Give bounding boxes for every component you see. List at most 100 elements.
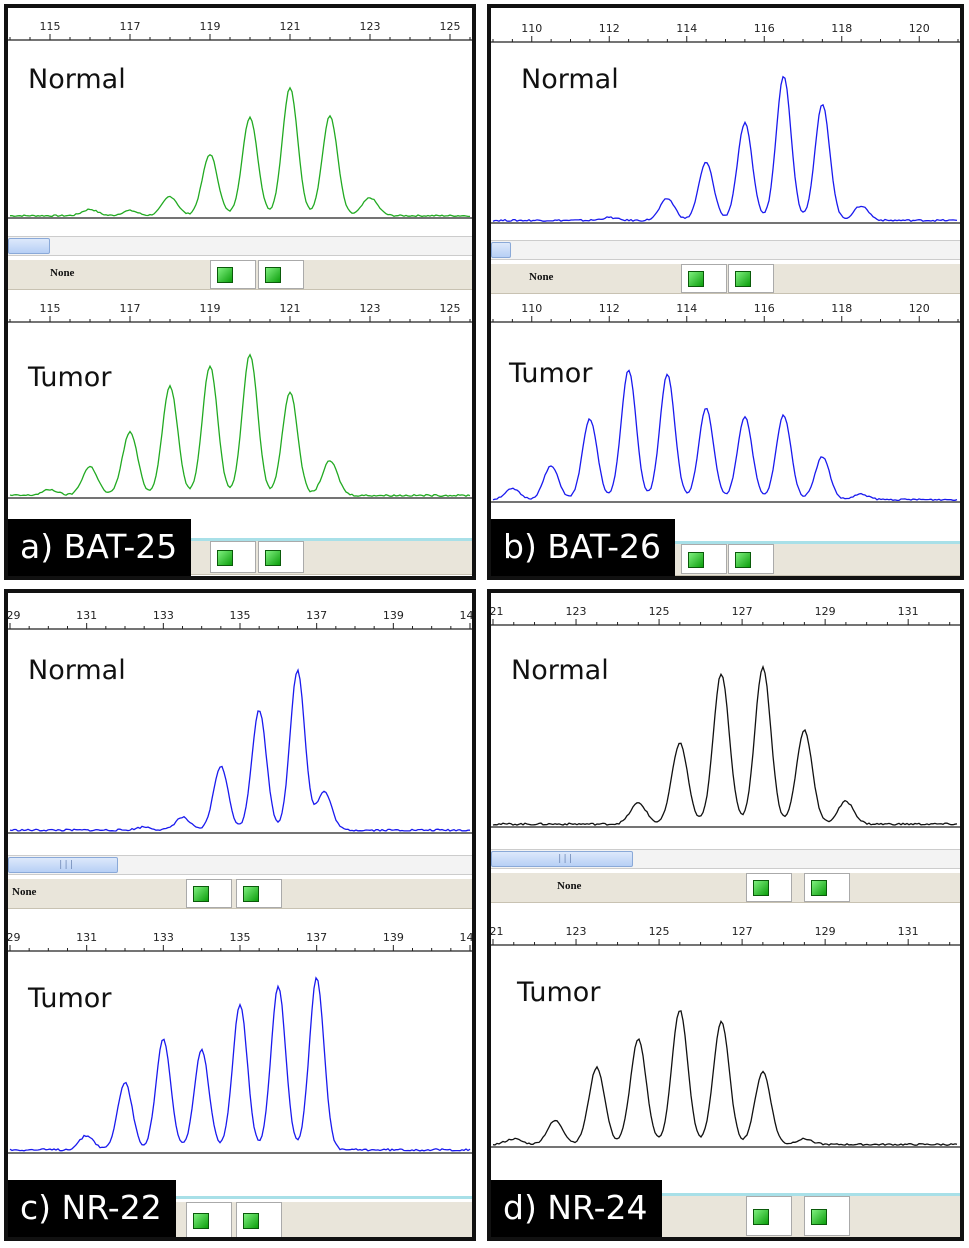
x-tick-label: 137: [306, 609, 327, 622]
toolbar-none-label: None: [529, 271, 554, 283]
green-status-icon[interactable]: [811, 880, 827, 896]
x-tick-label: 129: [815, 605, 836, 618]
status-box: [210, 260, 256, 289]
x-tick-label: 139: [383, 931, 404, 944]
normal-label: Normal: [28, 64, 126, 95]
green-status-icon[interactable]: [265, 550, 281, 566]
scrollbar-thumb[interactable]: [491, 242, 511, 258]
trace-group: 129 131 133 135 137 139 141: [8, 931, 472, 1154]
trace-line: [9, 976, 471, 1152]
status-box: [746, 873, 792, 902]
x-tick-label: 131: [76, 931, 97, 944]
panel-nr-22: 1291311331351371391411291311331351371391…: [4, 589, 476, 1241]
status-box: [804, 1196, 850, 1236]
trace-group: 110 112 114 116 118 120: [491, 22, 960, 224]
normal-label: Normal: [521, 64, 619, 95]
trace-line: [492, 1010, 958, 1147]
x-tick-label: 129: [815, 925, 836, 938]
green-status-icon[interactable]: [735, 271, 751, 287]
trace-group: 110 112 114 116 118 120: [491, 302, 960, 503]
x-tick-label: 120: [909, 22, 930, 35]
green-status-icon[interactable]: [193, 886, 209, 902]
green-status-icon[interactable]: [688, 552, 704, 568]
x-tick-label: 139: [383, 609, 404, 622]
x-tick-label: 120: [909, 302, 930, 315]
status-box: [210, 541, 256, 573]
tumor-label: Tumor: [517, 977, 601, 1008]
x-tick-label: 131: [898, 605, 919, 618]
x-tick-label: 115: [40, 302, 61, 315]
x-tick-label: 135: [230, 931, 251, 944]
green-status-icon[interactable]: [265, 267, 281, 283]
x-tick-label: 112: [599, 22, 620, 35]
x-tick-label: 119: [200, 20, 221, 33]
trace-line: [492, 369, 958, 502]
x-tick-label: 129: [8, 609, 21, 622]
scrollbar-grip-icon: |||: [557, 854, 574, 864]
horizontal-scrollbar[interactable]: |||: [491, 849, 960, 869]
x-tick-label: 141: [460, 609, 473, 622]
green-status-icon[interactable]: [217, 550, 233, 566]
normal-label: Normal: [511, 655, 609, 686]
x-tick-label: 121: [280, 20, 301, 33]
green-status-icon[interactable]: [688, 271, 704, 287]
scrollbar-thumb[interactable]: [8, 238, 50, 254]
x-tick-label: 133: [153, 609, 174, 622]
x-tick-label: 125: [440, 302, 461, 315]
horizontal-scrollbar[interactable]: |||: [8, 855, 472, 875]
trace-line: [9, 353, 471, 498]
status-box: [236, 1202, 282, 1237]
green-status-icon[interactable]: [217, 267, 233, 283]
green-status-icon[interactable]: [753, 1209, 769, 1225]
green-status-icon[interactable]: [753, 880, 769, 896]
trace-group: 115 117 119 121 123 125: [8, 302, 472, 499]
toolbar-row: None: [8, 260, 472, 290]
x-tick-label: 123: [566, 605, 587, 618]
x-tick-label: 121: [280, 302, 301, 315]
x-tick-label: 125: [649, 925, 670, 938]
divider-line: [491, 1193, 960, 1196]
horizontal-scrollbar[interactable]: [491, 240, 960, 260]
tumor-label: Tumor: [509, 358, 593, 389]
x-tick-label: 118: [831, 302, 852, 315]
status-box: [746, 1196, 792, 1236]
status-box: [728, 544, 774, 574]
x-tick-label: 123: [566, 925, 587, 938]
panel-tag-label: d) NR-24: [491, 1180, 662, 1237]
x-tick-label: 121: [491, 605, 504, 618]
x-tick-label: 117: [120, 302, 141, 315]
green-status-icon[interactable]: [735, 552, 751, 568]
divider-line: [8, 1196, 472, 1199]
x-tick-label: 112: [599, 302, 620, 315]
scrollbar-thumb[interactable]: |||: [8, 857, 118, 873]
trace-line: [9, 668, 470, 832]
status-box: [728, 264, 774, 293]
x-tick-label: 110: [521, 22, 542, 35]
green-status-icon[interactable]: [811, 1209, 827, 1225]
horizontal-scrollbar[interactable]: [8, 236, 472, 256]
x-tick-label: 110: [521, 302, 542, 315]
panel-tag-label: c) NR-22: [8, 1180, 176, 1237]
status-box: [258, 541, 304, 573]
x-tick-label: 133: [153, 931, 174, 944]
chart-svg: 110 112 114 116 118 120 110 112 114 116 118 120: [491, 22, 960, 503]
green-status-icon[interactable]: [243, 1213, 259, 1229]
toolbar-none-label: None: [12, 886, 37, 898]
trace-group: 121 123 125 127 129 131: [491, 925, 960, 1148]
trace-line: [492, 664, 958, 826]
trace-group: 121 123 125 127 129 131: [491, 605, 960, 828]
green-status-icon[interactable]: [243, 886, 259, 902]
x-tick-label: 117: [120, 20, 141, 33]
x-tick-label: 123: [360, 302, 381, 315]
toolbar-row: None: [8, 879, 472, 909]
panel-bat-26: 110 112 114 116 118 120 110 112 114 116 118 120 Nor…: [487, 4, 964, 580]
x-tick-label: 125: [440, 20, 461, 33]
status-box: [681, 264, 727, 293]
x-tick-label: 115: [40, 20, 61, 33]
x-tick-label: 119: [200, 302, 221, 315]
scrollbar-thumb[interactable]: |||: [491, 851, 633, 867]
x-tick-label: 131: [898, 925, 919, 938]
scrollbar-grip-icon: |||: [58, 860, 75, 870]
green-status-icon[interactable]: [193, 1213, 209, 1229]
x-tick-label: 125: [649, 605, 670, 618]
